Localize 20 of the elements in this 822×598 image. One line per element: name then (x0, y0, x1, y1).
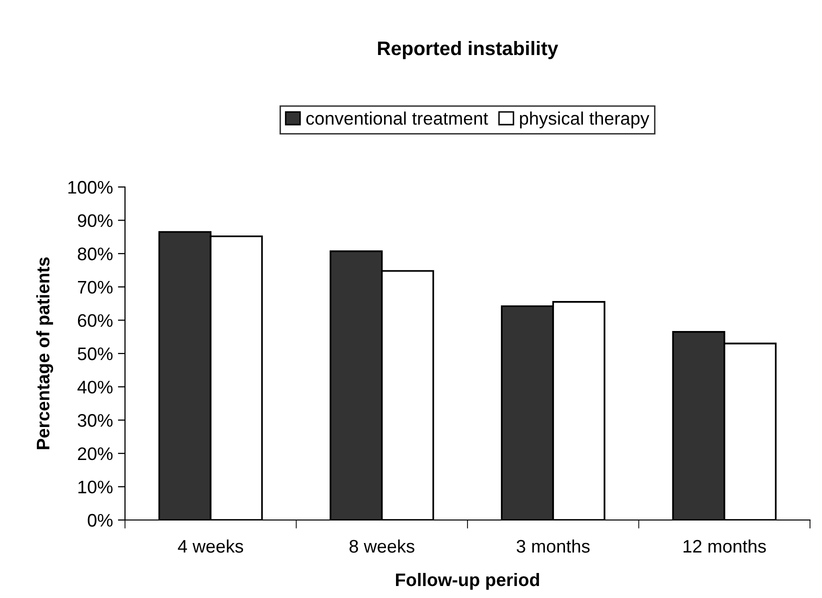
legend-label: conventional treatment (306, 112, 488, 125)
y-tick-label: 50% (78, 347, 113, 360)
x-tick-label: 3 months (516, 539, 590, 553)
x-axis-title: Follow-up period (396, 572, 540, 590)
x-tick-label: 4 weeks (178, 539, 244, 553)
y-axis-title: Percentage of patients (36, 257, 54, 450)
y-tick-label: 90% (78, 214, 113, 228)
y-tick-label: 70% (78, 280, 113, 294)
y-tick-label: 0% (88, 514, 113, 527)
y-tick-label: 60% (78, 314, 113, 327)
legend-label: physical therapy (520, 112, 650, 128)
x-tick-label: 8 weeks (350, 539, 414, 553)
y-tick-label: 20% (78, 447, 113, 460)
y-tick-label: 100% (68, 180, 113, 194)
chart-title: Reported instability (378, 40, 558, 60)
y-tick-label: 80% (78, 248, 113, 260)
y-tick-label: 30% (78, 414, 113, 427)
x-tick-label: 12 months (684, 539, 766, 553)
y-tick-label: 10% (78, 480, 113, 494)
y-tick-label: 40% (77, 380, 113, 394)
